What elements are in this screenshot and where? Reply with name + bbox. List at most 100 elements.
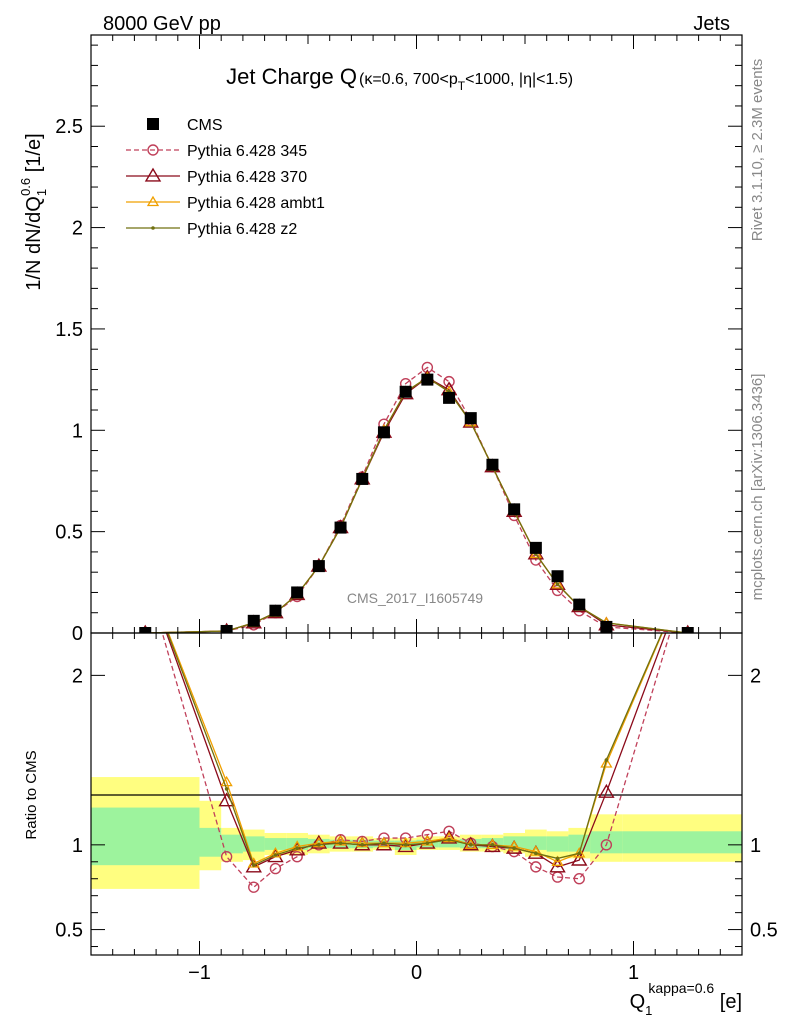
ratio-point-pythia-6-428-ambt1: [334, 835, 347, 846]
ratio-point-pythia-6-428-345: [220, 851, 233, 863]
legend-marker-pythia-6-428-z2: [151, 226, 155, 230]
main-point-cms: [291, 586, 304, 599]
svg-text:1/N dN/dQ10.6 [1/e]: 1/N dN/dQ10.6 [1/e]: [18, 133, 49, 290]
ratio-point-pythia-6-428-345: [573, 873, 585, 885]
main-point-cms: [247, 614, 260, 627]
legend-entry-cms: CMS: [147, 117, 223, 134]
ratio-band-green: [546, 836, 569, 852]
main-point-cms: [681, 627, 694, 633]
main-point-cms: [443, 391, 456, 404]
ratio-line-pythia-6-428-z2: [166, 633, 663, 867]
main-point-cms: [220, 624, 233, 633]
main-y-tick-label: 2: [72, 218, 83, 240]
ratio-point-pythia-6-428-ambt1: [551, 855, 564, 866]
main-panel-ticks: [90, 35, 743, 634]
ratio-point-pythia-6-428-z2: [338, 841, 343, 845]
ratio-point-pythia-6-428-z2: [490, 843, 495, 847]
ratio-point-pythia-6-428-ambt1: [399, 836, 412, 848]
header-energy-label: 8000 GeV pp: [103, 13, 221, 35]
ratio-point-pythia-6-428-ambt1: [312, 836, 325, 848]
legend-label: Pythia 6.428 370: [187, 169, 307, 186]
main-point-cms: [529, 541, 542, 554]
ratio-point-pythia-6-428-ambt1: [600, 757, 613, 768]
chart-title-main: Jet Charge Q: [226, 64, 357, 89]
x-tick-labels: −1 0 1: [188, 962, 639, 984]
svg-text:Q1kappa=0.6 [e]: Q1kappa=0.6 [e]: [630, 980, 742, 1018]
main-point-cms: [573, 598, 586, 611]
main-point-pythia-6-428-z2: [555, 582, 560, 587]
chart-title: Jet Charge Q (κ=0.6, 700<pT<1000, |η|<1.…: [226, 64, 573, 93]
ratio-series-pythia-6-428-z2: [166, 633, 663, 867]
rivet-version-label: Rivet 3.1.10, ≥ 2.3M events: [749, 59, 766, 242]
main-point-cms: [334, 521, 347, 534]
main-point-cms: [486, 458, 499, 471]
ratio-point-pythia-6-428-z2: [534, 851, 538, 856]
ratio-panel-ticks: [90, 633, 743, 955]
ratio-line-pythia-6-428-345: [161, 633, 671, 889]
ratio-point-pythia-6-428-z2: [295, 846, 299, 851]
legend-label: Pythia 6.428 ambt1: [187, 195, 325, 212]
ratio-y-tick-label-right: 0.5: [750, 920, 778, 942]
main-point-cms: [399, 385, 412, 398]
ratio-y-axis-label: Ratio to CMS: [23, 750, 40, 839]
header-jets-label: Jets: [693, 13, 730, 35]
legend-label: CMS: [187, 117, 223, 134]
ratio-y-tick-label-left: 0.5: [55, 920, 83, 942]
ratio-point-pythia-6-428-370: [397, 838, 414, 853]
ratio-point-pythia-6-428-z2: [317, 843, 321, 847]
main-point-cms: [600, 620, 613, 633]
ratio-point-pythia-6-428-370: [310, 834, 328, 849]
ratio-point-pythia-6-428-ambt1: [377, 836, 391, 848]
legend-marker-pythia-6-428-345: [147, 144, 159, 156]
legend-entry-pythia-6-428-345: Pythia 6.428 345: [126, 143, 307, 160]
ratio-band-green: [264, 838, 287, 850]
ratio-point-pythia-6-428-z2: [360, 843, 365, 847]
ratio-point-pythia-6-428-z2: [512, 846, 516, 851]
main-point-cms: [377, 426, 390, 439]
main-point-cms: [356, 472, 369, 485]
ratio-band-green: [221, 834, 243, 854]
ratio-point-pythia-6-428-ambt1: [573, 847, 586, 858]
ratio-series-pythia-6-428-ambt1: [167, 633, 664, 868]
legend-marker-pythia-6-428-ambt1: [146, 195, 160, 207]
mcplots-reference-label: mcplots.cern.ch [arXiv:1306.3436]: [749, 374, 766, 601]
ratio-uncertainty-bands: [91, 777, 742, 889]
legend-marker-cms: [147, 118, 159, 130]
ratio-point-pythia-6-428-345: [269, 862, 282, 875]
ratio-line-pythia-6-428-ambt1: [167, 633, 664, 865]
ratio-band-green: [525, 836, 547, 850]
main-point-cms: [312, 560, 325, 573]
ratio-band-green: [622, 831, 742, 854]
main-point-pythia-6-428-ambt1: [551, 578, 564, 589]
main-y-tick-label: 0: [72, 623, 83, 645]
x-tick-label: 0: [411, 962, 422, 984]
main-y-tick-label: 2.5: [55, 116, 83, 138]
main-point-cms: [421, 373, 434, 386]
ratio-y-tick-labels: 0.5 0.5 1 1 2 2: [55, 665, 778, 941]
x-axis-label: Q1kappa=0.6 [e]: [630, 980, 742, 1018]
legend-entry-pythia-6-428-z2: Pythia 6.428 z2: [126, 221, 297, 238]
ratio-point-pythia-6-428-z2: [447, 837, 451, 842]
main-y-axis-label: 1/N dN/dQ10.6 [1/e]: [18, 133, 49, 290]
main-point-cms: [551, 570, 564, 583]
ratio-y-tick-label-right: 2: [750, 665, 761, 687]
main-series-cms: [139, 373, 694, 633]
analysis-watermark: CMS_2017_I1605749: [347, 590, 483, 606]
ratio-point-pythia-6-428-z2: [403, 843, 408, 847]
main-point-cms: [508, 503, 521, 516]
ratio-point-pythia-6-428-ambt1: [247, 857, 260, 868]
ratio-point-pythia-6-428-z2: [577, 851, 582, 856]
ratio-point-pythia-6-428-345: [421, 828, 434, 841]
ratio-y-tick-label-right: 1: [750, 835, 761, 857]
ratio-point-pythia-6-428-ambt1: [486, 838, 499, 849]
ratio-band-green: [91, 807, 200, 866]
ratio-y-tick-label-left: 1: [72, 835, 83, 857]
ratio-point-pythia-6-428-345: [600, 839, 613, 851]
ratio-band-green: [199, 827, 222, 857]
ratio-point-pythia-6-428-370: [440, 829, 458, 844]
ratio-point-pythia-6-428-ambt1: [529, 845, 542, 856]
main-point-cms: [269, 604, 282, 617]
main-y-tick-label: 1.5: [55, 319, 83, 341]
ratio-point-pythia-6-428-z2: [555, 856, 560, 861]
ratio-point-pythia-6-428-370: [598, 783, 615, 798]
